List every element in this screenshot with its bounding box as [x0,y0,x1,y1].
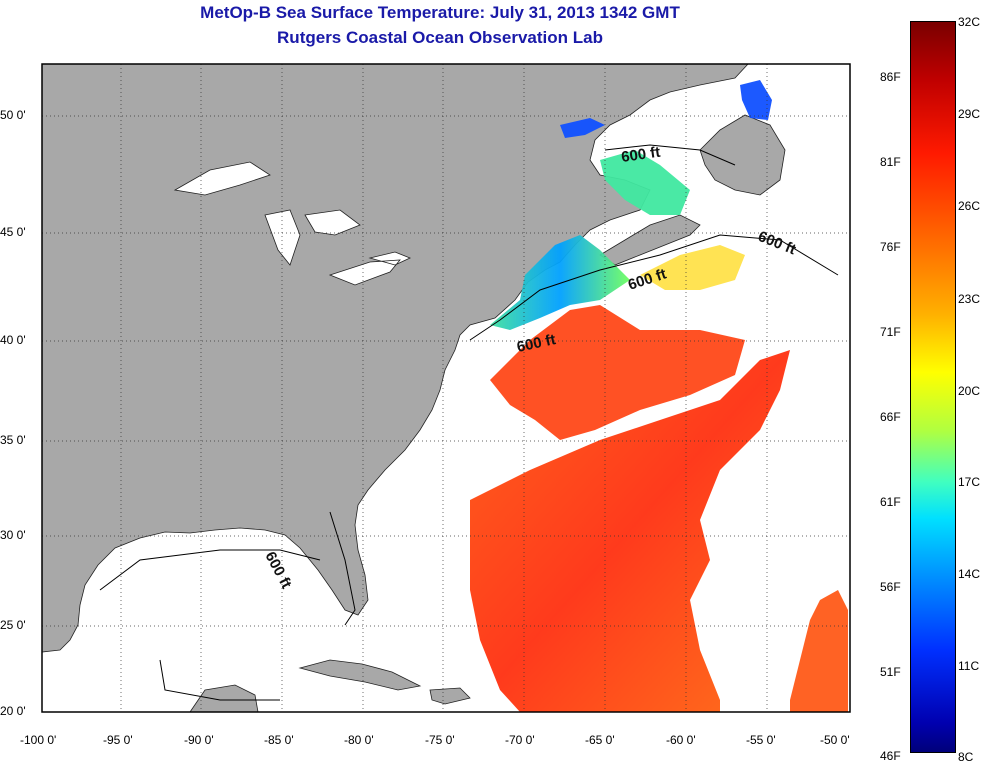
graticule [42,64,850,712]
lon-tick-label: -85 0' [264,733,294,747]
lon-tick-label: -100 0' [20,733,57,747]
nova-scotia [599,214,701,266]
colorbar-c-label: 17C [958,475,981,489]
isobath-label-3: 600 ft [620,144,661,166]
cuba [298,659,422,691]
lat-tick-label: 25 0' [0,618,26,632]
colorbar-c-label: 32C [958,15,981,29]
lon-tick-label: -80 0' [344,733,374,747]
lon-tick-label: -65 0' [585,733,615,747]
colorbar-f-label: 61F [880,495,901,509]
sst-southeast-field [790,590,848,712]
colorbar-f-label: 66F [880,410,901,424]
sst-scotian-shelf [640,245,745,290]
sst-gulf-st-lawrence [600,150,690,215]
colorbar-c-label: 20C [958,384,981,398]
lat-tick-label: 50 0' [0,108,26,122]
lat-tick-label: 35 0' [0,433,26,447]
colorbar-f-label: 71F [880,325,901,339]
colorbar-c-label: 14C [958,567,981,581]
newfoundland [699,114,786,196]
lon-tick-label: -95 0' [103,733,133,747]
sst-gulfstream [490,305,745,440]
lon-tick-label: -75 0' [425,733,455,747]
lon-tick-label: -60 0' [666,733,696,747]
lon-tick-label: -55 0' [746,733,776,747]
colorbar-f-label: 46F [880,749,901,763]
colorbar-c-label: 29C [958,107,981,121]
colorbar-c-label: 23C [958,292,981,306]
colorbar-c-label: 26C [958,199,981,213]
map-subtitle: Rutgers Coastal Ocean Observation Lab [277,28,603,47]
sst-shelf-cool [490,235,630,330]
sst-warm-field [470,350,790,712]
lon-tick-label: -70 0' [505,733,535,747]
colorbar-f-label: 76F [880,240,901,254]
lat-tick-label: 40 0' [0,333,26,347]
land-mass [41,63,749,653]
lat-tick-label: 20 0' [0,704,26,718]
temperature-colorbar [910,21,956,753]
colorbar-f-label: 86F [880,70,901,84]
lat-tick-label: 30 0' [0,528,26,542]
colorbar-f-label: 81F [880,155,901,169]
colorbar-c-label: 11C [958,659,980,673]
isobath-line [99,144,839,701]
colorbar-f-label: 51F [880,665,901,679]
map-frame [41,63,851,713]
lon-tick-label: -50 0' [820,733,850,747]
great-lakes [173,161,412,286]
lat-tick-label: 45 0' [0,225,26,239]
colorbar-f-label: 56F [880,580,901,594]
hispaniola [429,687,471,705]
sst-labrador-cool [560,80,772,138]
colorbar-c-label: 8C [958,750,974,764]
map-title: MetOp-B Sea Surface Temperature: July 31… [200,3,680,22]
lon-tick-label: -90 0' [184,733,214,747]
